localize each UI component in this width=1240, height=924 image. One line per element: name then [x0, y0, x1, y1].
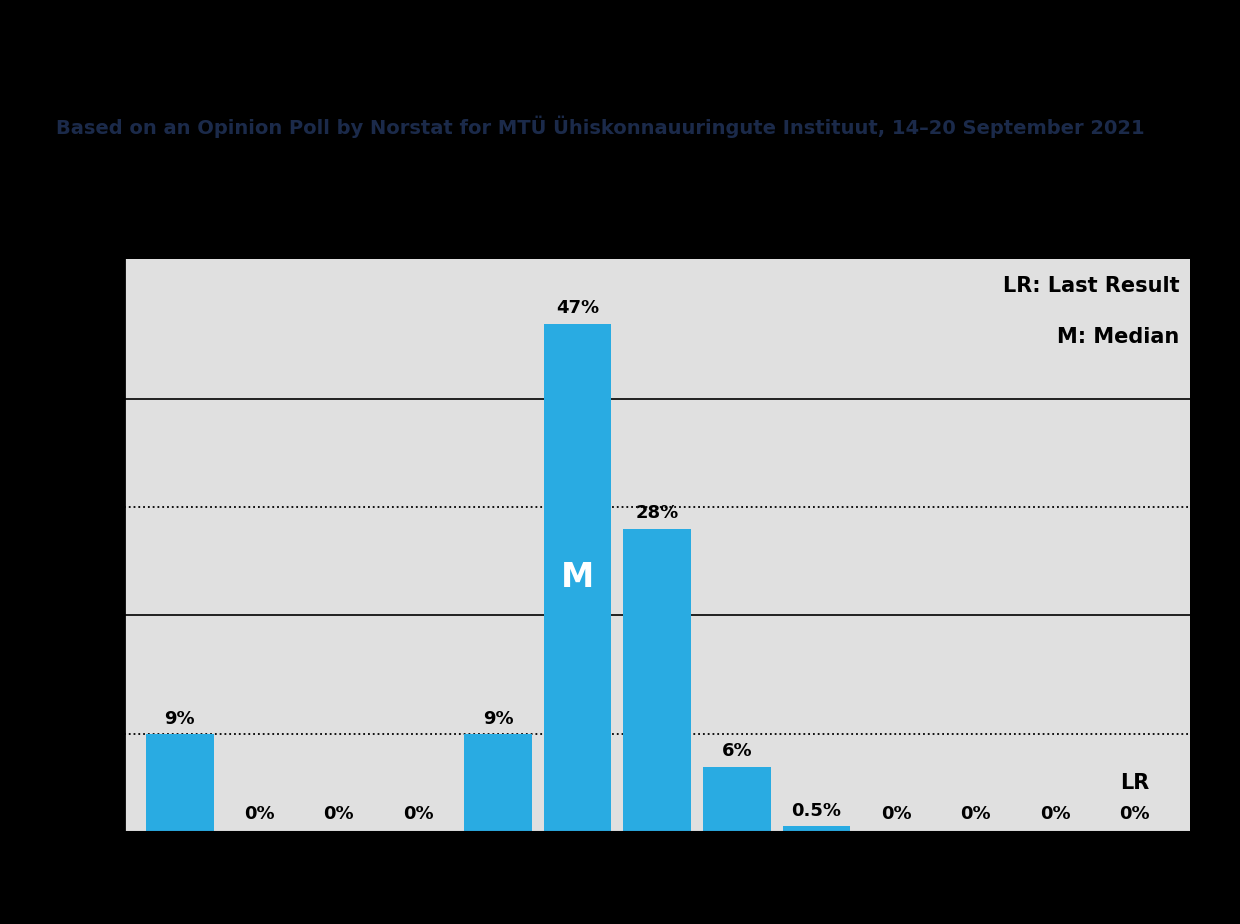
Text: M: M [560, 561, 594, 594]
Text: © 2021 Filip van Laenen: © 2021 Filip van Laenen [1219, 385, 1231, 539]
Bar [624, 529, 691, 832]
Text: LR: LR [1120, 773, 1149, 793]
Bar [703, 767, 770, 832]
Text: Erakond Isamaa: Erakond Isamaa [408, 23, 832, 68]
Bar [464, 735, 532, 832]
Text: LR: Last Result: LR: Last Result [1003, 276, 1179, 296]
Text: Probability Mass Function for the Number of Seats in the Riigikogu: Probability Mass Function for the Number… [146, 69, 1094, 93]
Text: 0%: 0% [960, 805, 991, 823]
Text: M: Median: M: Median [1058, 327, 1179, 347]
Text: 0.5%: 0.5% [791, 802, 842, 820]
Text: 47%: 47% [556, 299, 599, 317]
Text: 28%: 28% [636, 505, 678, 522]
Text: 6%: 6% [722, 742, 753, 760]
Text: 9%: 9% [165, 710, 195, 728]
Text: 0%: 0% [1040, 805, 1070, 823]
Bar [782, 826, 851, 832]
Bar [146, 735, 213, 832]
Text: 9%: 9% [482, 710, 513, 728]
Text: 0%: 0% [880, 805, 911, 823]
Text: 0%: 0% [244, 805, 274, 823]
Text: Based on an Opinion Poll by Norstat for MTÜ Ühiskonnauuringute Instituut, 14–20 : Based on an Opinion Poll by Norstat for … [56, 116, 1145, 138]
Text: 0%: 0% [324, 805, 355, 823]
Text: 0%: 0% [403, 805, 434, 823]
Bar [544, 323, 611, 832]
Text: 0%: 0% [1120, 805, 1149, 823]
